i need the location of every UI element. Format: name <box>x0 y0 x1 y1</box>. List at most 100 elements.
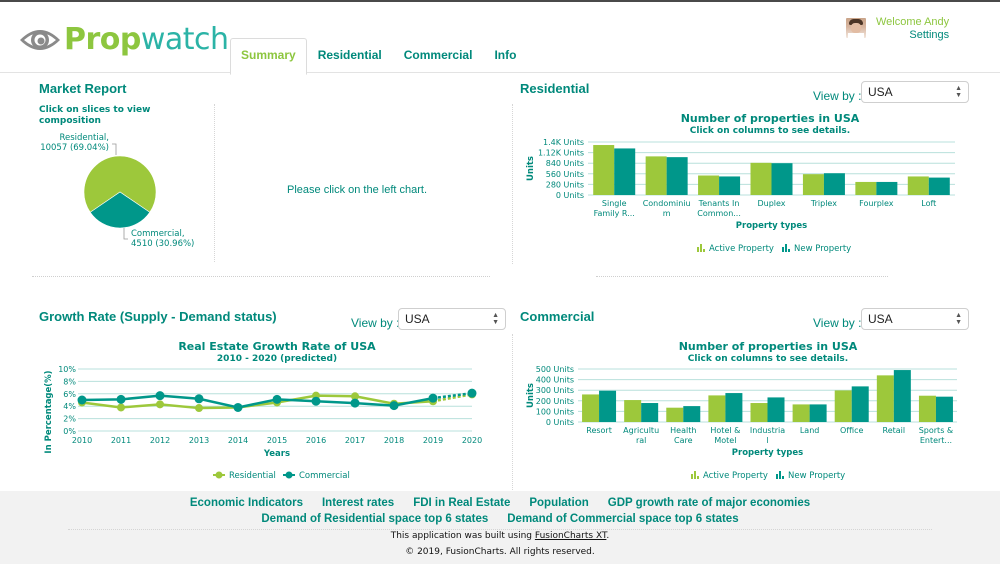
x-axis-title: Property types <box>736 221 807 231</box>
bar-new-8[interactable] <box>935 396 953 422</box>
point-commercial-2019[interactable] <box>428 393 438 403</box>
residential-region-select[interactable]: USA ▲ ▼ <box>861 81 969 103</box>
point-residential-2012[interactable] <box>156 400 164 409</box>
legend-new-property[interactable]: New Property <box>788 471 845 481</box>
bar-active-8[interactable] <box>918 395 936 422</box>
legend-new-property[interactable]: New Property <box>794 244 851 254</box>
x-axis-title: Years <box>263 449 290 459</box>
point-residential-2017[interactable] <box>351 392 359 401</box>
growth-region-select[interactable]: USA ▲ ▼ <box>398 308 506 330</box>
select-arrows-icon: ▲ ▼ <box>955 85 962 99</box>
bar-new-5[interactable] <box>809 404 827 422</box>
bar-active-5[interactable] <box>792 404 810 422</box>
legend-bar <box>697 247 699 252</box>
legend-bar <box>782 247 784 252</box>
point-commercial-2012[interactable] <box>155 391 165 401</box>
bar-new-2[interactable] <box>683 406 701 422</box>
bar-active-3[interactable] <box>750 162 772 195</box>
point-residential-2011[interactable] <box>117 403 125 412</box>
propwatch-logo[interactable]: Propwatch <box>18 24 229 56</box>
x-tick-label: Common... <box>697 209 741 218</box>
bar-new-1[interactable] <box>666 157 688 195</box>
bar-new-4[interactable] <box>767 397 785 422</box>
y-axis-title: In Percentage(%) <box>44 370 54 453</box>
legend-active-property[interactable]: Active Property <box>709 244 774 254</box>
bar-active-0[interactable] <box>582 394 600 422</box>
bar-active-4[interactable] <box>750 403 768 422</box>
legend-bar <box>694 471 696 479</box>
footer-link-fdi[interactable]: FDI in Real Estate <box>413 497 511 509</box>
footer-link-economic-indicators[interactable]: Economic Indicators <box>189 497 303 509</box>
footer-link-residential-demand[interactable]: Demand of Residential space top 6 states <box>261 513 489 525</box>
y-tick-label: 200 Units <box>536 397 574 406</box>
x-tick-label: m <box>663 209 671 218</box>
point-commercial-2016[interactable] <box>311 396 321 406</box>
footer-link-population[interactable]: Population <box>529 497 589 509</box>
logo-text-prop: Prop <box>64 22 141 57</box>
legend-commercial[interactable]: Commercial <box>299 471 350 481</box>
tab-residential[interactable]: Residential <box>317 48 382 62</box>
bar-new-4[interactable] <box>823 173 845 195</box>
bar-new-6[interactable] <box>851 386 869 422</box>
x-tick-label: 2013 <box>189 436 209 445</box>
bar-new-2[interactable] <box>719 176 741 195</box>
footer-link-gdp-growth[interactable]: GDP growth rate of major economies <box>607 497 811 509</box>
legend-icon-active <box>691 471 699 479</box>
bar-active-2[interactable] <box>698 175 720 195</box>
tab-commercial[interactable]: Commercial <box>403 48 473 62</box>
bar-active-5[interactable] <box>855 181 877 195</box>
commercial-region-select[interactable]: USA ▲ ▼ <box>861 308 969 330</box>
bar-active-3[interactable] <box>708 395 726 422</box>
bar-active-1[interactable] <box>645 156 667 195</box>
bar-new-0[interactable] <box>599 390 617 422</box>
point-commercial-2020[interactable] <box>467 388 477 398</box>
avatar[interactable] <box>846 18 866 38</box>
pie-label-line <box>112 143 117 155</box>
bar-active-7[interactable] <box>876 375 894 422</box>
tab-info[interactable]: Info <box>494 48 517 62</box>
y-tick-label: 560 Units <box>546 170 584 179</box>
bar-new-0[interactable] <box>614 148 636 195</box>
point-commercial-2015[interactable] <box>272 394 282 404</box>
point-commercial-2010[interactable] <box>77 395 87 405</box>
legend-residential[interactable]: Residential <box>229 471 276 481</box>
growth-viewby-label: View by : <box>351 316 400 330</box>
point-commercial-2011[interactable] <box>116 394 126 404</box>
residential-viewby-label: View by : <box>813 89 862 103</box>
divider <box>32 276 490 277</box>
y-tick-label: 840 Units <box>546 159 584 168</box>
bar-new-1[interactable] <box>641 403 659 422</box>
bar-active-6[interactable] <box>834 390 852 422</box>
bar-new-7[interactable] <box>893 370 911 422</box>
bar-active-4[interactable] <box>802 174 824 195</box>
bar-new-5[interactable] <box>876 181 898 195</box>
x-tick-label: Single <box>602 199 627 208</box>
bar-active-6[interactable] <box>907 176 929 195</box>
point-commercial-2017[interactable] <box>350 398 360 408</box>
composition-placeholder-message: Please click on the left chart. <box>287 184 428 196</box>
settings-link[interactable]: Settings <box>909 29 950 41</box>
bar-new-3[interactable] <box>725 393 743 422</box>
point-commercial-2018[interactable] <box>389 401 399 411</box>
chart-title: Real Estate Growth Rate of USA <box>178 340 376 353</box>
pie-slice-commercial[interactable] <box>89 191 151 229</box>
bar-new-3[interactable] <box>771 163 793 195</box>
pie-slice-residential[interactable] <box>83 155 157 213</box>
point-commercial-2013[interactable] <box>194 394 204 404</box>
x-tick-label: Sports & <box>919 426 953 435</box>
point-residential-2013[interactable] <box>195 404 203 413</box>
bar-active-1[interactable] <box>624 400 642 422</box>
legend-active-property[interactable]: Active Property <box>703 471 768 481</box>
footer-link-commercial-demand[interactable]: Demand of Commercial space top 6 states <box>507 513 739 525</box>
built-with-text: This application was built using FusionC… <box>0 531 1000 541</box>
bar-active-0[interactable] <box>593 145 615 195</box>
fusioncharts-link[interactable]: FusionCharts XT <box>534 531 607 541</box>
footer-link-interest-rates[interactable]: Interest rates <box>321 497 395 509</box>
point-commercial-2014[interactable] <box>233 402 243 412</box>
bar-new-6[interactable] <box>928 177 950 195</box>
tab-summary[interactable]: Summary <box>230 38 307 75</box>
pie-label-commercial: Commercial, <box>131 229 185 239</box>
bar-active-2[interactable] <box>666 407 684 422</box>
y-tick-label: 0 Units <box>546 418 574 427</box>
pie-label-commercial-value: 4510 (30.96%) <box>131 239 194 249</box>
